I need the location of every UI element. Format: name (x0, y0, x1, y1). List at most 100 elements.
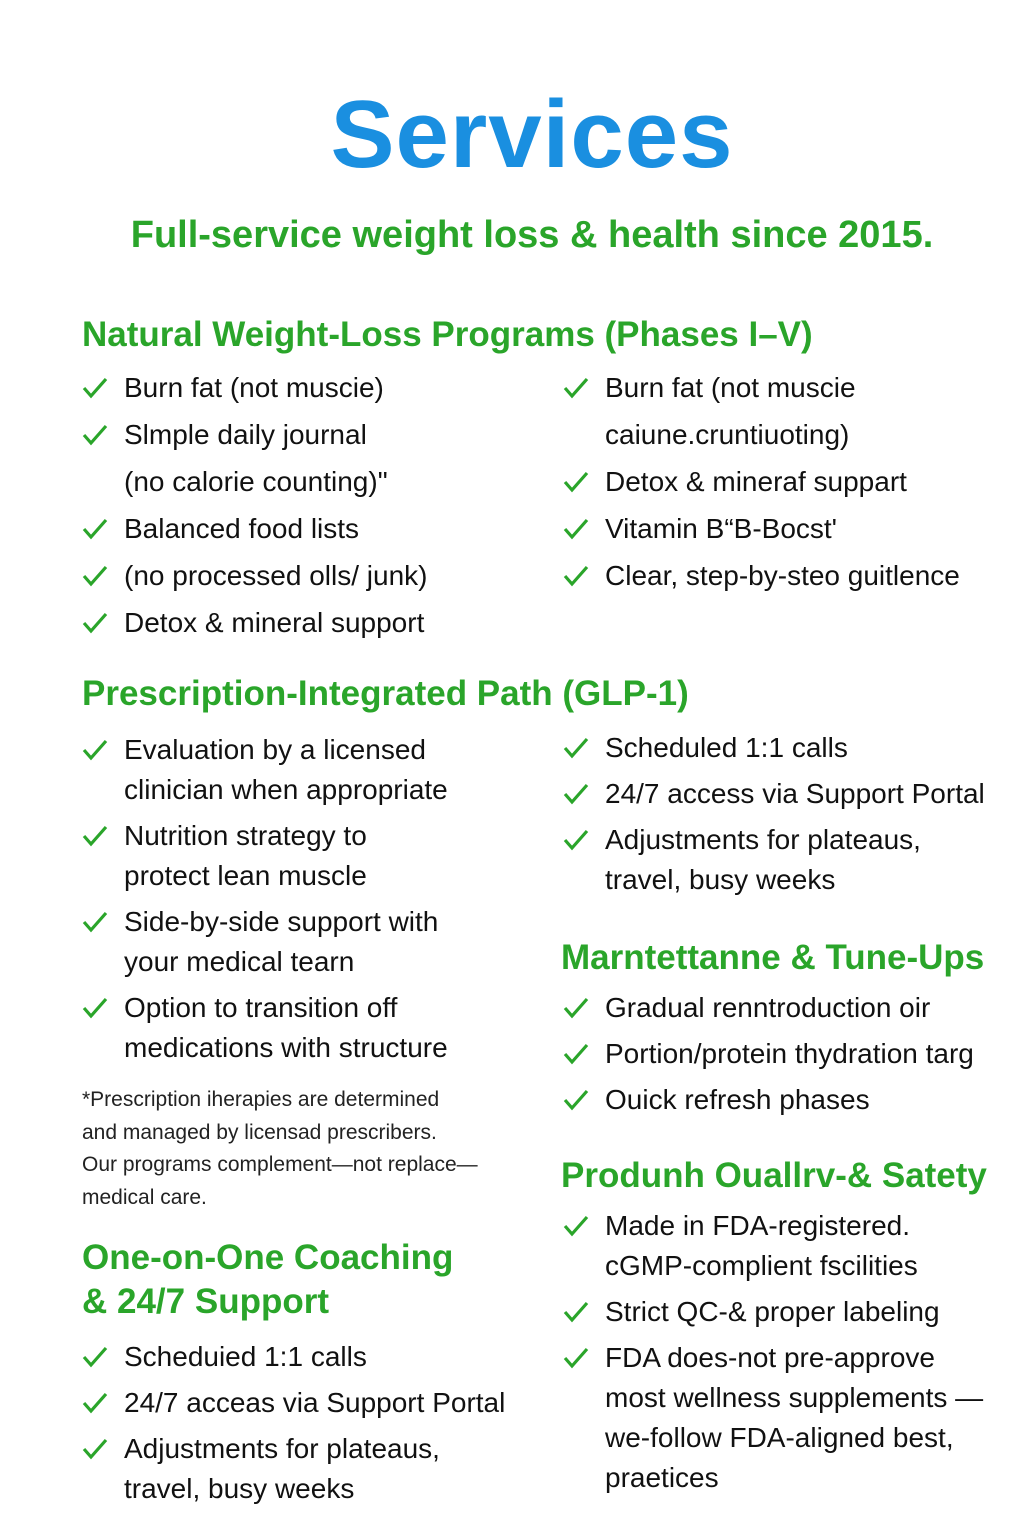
prescription-right-list: Scheduled 1:1 calls 24/7 access via Suppo… (563, 728, 985, 906)
list-item: Scheduled 1:1 calls (563, 728, 985, 768)
list-item-text: Strict QC-& proper labeling (605, 1296, 940, 1327)
list-item-text: Slmple daily journal (124, 419, 367, 450)
check-mark-icon (563, 737, 589, 759)
check-mark-icon (563, 518, 589, 540)
list-item: (no processed olls/ junk) (82, 552, 427, 599)
list-item: Detox & mineral support (82, 599, 427, 646)
list-item: 24/7 acceas via Support Portal (82, 1383, 505, 1423)
check-mark-icon (563, 565, 589, 587)
footnote-line: medical care. (82, 1185, 207, 1209)
list-item-text: 24/7 access via Support Portal (605, 778, 985, 809)
list-item: Vitamin B“B-Bocst' (563, 505, 960, 552)
list-item-text: Burn fat (not muscie (605, 372, 856, 403)
list-item-text: Clear, step-by-steo guitlence (605, 560, 960, 591)
list-item-text: FDA does-not pre-approve (605, 1342, 935, 1373)
list-item-text: praetices (605, 1462, 719, 1493)
check-mark-icon (563, 1215, 589, 1237)
footnote-line: *Prescription iherapies are determined (82, 1088, 440, 1111)
list-item-text: Ouick refresh phases (605, 1084, 870, 1115)
list-item: Ouick refresh phases (563, 1080, 974, 1120)
check-mark-icon (82, 911, 108, 933)
maintenance-list: Gradual renntroduction oir Portion/protei… (563, 988, 974, 1126)
quality-list: Made in FDA-registered. cGMP-complient fs… (563, 1206, 983, 1504)
list-item-text: Made in FDA-registered. (605, 1210, 911, 1241)
list-item: Slmple daily journal (no calorie counting… (82, 411, 427, 505)
natural-left-list: Burn fat (not muscie) Slmple daily journa… (82, 364, 427, 646)
check-mark-icon (563, 1089, 589, 1111)
list-item-text: travel, busy weeks (124, 1473, 355, 1504)
check-mark-icon (82, 1346, 108, 1368)
list-item-text: Adjustments for plateaus, (605, 824, 921, 855)
list-item: Balanced food lists (82, 505, 427, 552)
check-mark-icon (563, 1301, 589, 1323)
section-heading-natural: Natural Weight-Loss Programs (Phases I–V… (82, 315, 813, 354)
section-heading-coaching: One-on-One Coaching & 24/7 Support (82, 1236, 453, 1324)
list-item-text: caiune.cruntiuoting) (605, 419, 850, 450)
check-mark-icon (563, 1043, 589, 1065)
list-item-text: Vitamin B“B-Bocst' (605, 513, 838, 544)
section-heading-prescription: Prescription-Integrated Path (GLP-1) (82, 674, 689, 713)
check-mark-icon (82, 612, 108, 634)
list-item: Adjustments for plateaus, travel, busy we… (563, 820, 985, 900)
list-item: Portion/protein thydration targ (563, 1034, 974, 1074)
list-item-text: Portion/protein thydration targ (605, 1038, 974, 1069)
check-mark-icon (82, 1392, 108, 1414)
heading-line: & 24/7 Support (82, 1282, 329, 1321)
check-mark-icon (82, 997, 108, 1019)
heading-line: One-on-One Coaching (82, 1238, 454, 1277)
section-heading-quality: Produnh Ouallrv-& Satety (561, 1156, 987, 1195)
page-subtitle: Full-service weight loss & health since … (130, 214, 934, 256)
list-item-text: (no processed olls/ junk) (124, 560, 428, 591)
list-item-text: Scheduied 1:1 calls (124, 1341, 367, 1372)
check-mark-icon (563, 377, 589, 399)
list-item-text: 24/7 acceas via Support Portal (124, 1387, 506, 1418)
list-item-text: travel, busy weeks (605, 864, 836, 895)
check-mark-icon (82, 377, 108, 399)
list-item-text: your medical tearn (124, 946, 355, 977)
list-item-text: we-follow FDA-aligned best, (605, 1422, 954, 1453)
list-item: Gradual renntroduction oir (563, 988, 974, 1028)
list-item-text: Gradual renntroduction oir (605, 992, 931, 1023)
list-item-text: Side-by-side support with (124, 906, 439, 937)
page-title: Services (330, 81, 734, 188)
prescription-left-list: Evaluation by a licensed clinician when a… (82, 730, 448, 1074)
check-mark-icon (563, 997, 589, 1019)
list-item-text: (no calorie counting)" (124, 466, 388, 497)
list-item-text: Evaluation by a licensed (124, 734, 426, 765)
list-item: Scheduied 1:1 calls (82, 1337, 505, 1377)
list-item-text: Detox & mineral support (124, 607, 425, 638)
list-item: Nutrition strategy to protect lean muscle (82, 816, 448, 896)
footnote-line: and managed by licensad prescribers. (82, 1120, 437, 1144)
list-item-text: clinician when appropriate (124, 774, 448, 805)
section-heading-maintenance: Marntettanne & Tune-Ups (561, 938, 985, 977)
list-item-text: cGMP-complient fscilities (605, 1250, 918, 1281)
coaching-list: Scheduied 1:1 calls 24/7 acceas via Suppo… (82, 1337, 505, 1515)
list-item-text: Nutrition strategy to (124, 820, 367, 851)
list-item: Side-by-side support with your medical te… (82, 902, 448, 982)
list-item: Strict QC-& proper labeling (563, 1292, 983, 1332)
list-item: Adjustments for plateaus, travel, busy we… (82, 1429, 505, 1509)
list-item-text: Scheduled 1:1 calls (605, 732, 848, 763)
check-mark-icon (82, 1438, 108, 1460)
footnote-line: Our programs complement—not replace— (82, 1153, 478, 1176)
check-mark-icon (563, 471, 589, 493)
check-mark-icon (82, 565, 108, 587)
check-mark-icon (82, 424, 108, 446)
check-mark-icon (82, 739, 108, 761)
prescription-footnote: *Prescription iherapies are determined a… (82, 1084, 478, 1214)
list-item: Option to transition off medications with… (82, 988, 448, 1068)
list-item: Burn fat (not muscie caiune.cruntiuoting) (563, 364, 960, 458)
list-item: Made in FDA-registered. cGMP-complient fs… (563, 1206, 983, 1286)
list-item: Burn fat (not muscie) (82, 364, 427, 411)
list-item-text: Burn fat (not muscie) (124, 372, 384, 403)
natural-right-list: Burn fat (not muscie caiune.cruntiuoting)… (563, 364, 960, 599)
list-item-text: Adjustments for plateaus, (124, 1433, 440, 1464)
check-mark-icon (563, 1347, 589, 1369)
check-mark-icon (82, 518, 108, 540)
list-item-text: Option to transition off (124, 992, 398, 1023)
list-item-text: medications with structure (124, 1032, 448, 1063)
list-item: Clear, step-by-steo guitlence (563, 552, 960, 599)
check-mark-icon (563, 783, 589, 805)
list-item-text: Detox & mineraf suppart (605, 466, 907, 497)
list-item-text: Balanced food lists (124, 513, 360, 544)
